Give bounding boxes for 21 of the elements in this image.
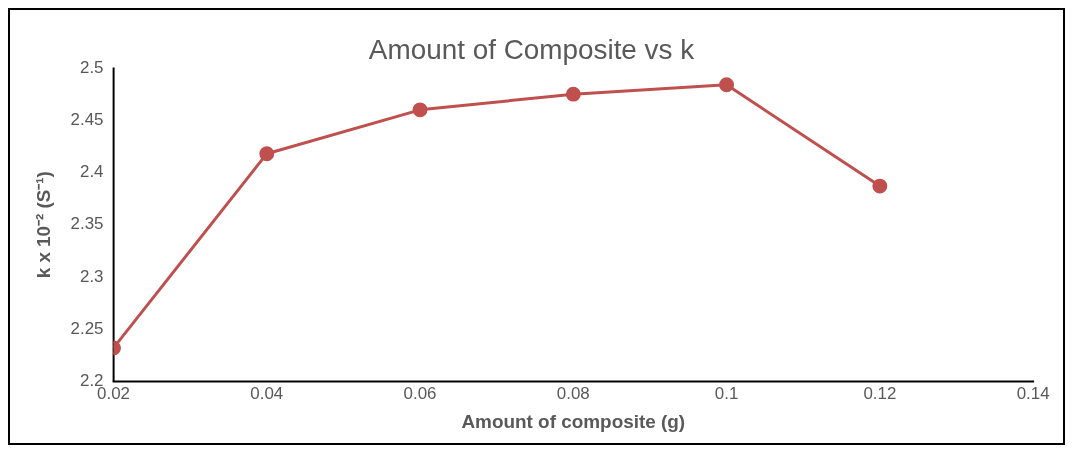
x-tick-label: 0.06 [403, 384, 437, 404]
chart-title: Amount of Composite vs k [368, 34, 695, 66]
x-tick-label: 0.1 [714, 384, 739, 404]
y-axis-title: k x 10⁻² (S⁻¹) [33, 171, 55, 279]
y-tick-label: 2.25 [70, 318, 104, 338]
point [872, 178, 888, 194]
x-tick-label: 0.12 [863, 384, 897, 404]
x-tick-label: 0.02 [97, 384, 130, 404]
x-axis-title: Amount of composite (g) [461, 411, 686, 432]
point [565, 86, 581, 102]
y-tick-label: 2.5 [80, 57, 104, 77]
point [259, 146, 275, 162]
point [412, 102, 428, 118]
x-tick-label: 0.04 [250, 384, 284, 404]
y-tick-label: 2.4 [80, 162, 104, 182]
point [719, 77, 735, 93]
y-tick-label: 2.3 [80, 266, 104, 286]
y-tick-label: 2.45 [70, 109, 104, 129]
y-tick-label: 2.35 [70, 214, 104, 234]
x-tick-label: 0.08 [556, 384, 590, 404]
x-tick-label: 0.14 [1016, 384, 1050, 404]
